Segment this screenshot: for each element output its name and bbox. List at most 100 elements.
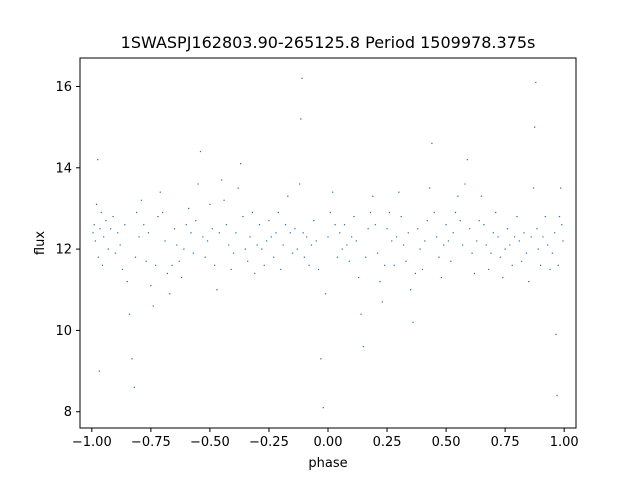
- data-point: [100, 211, 102, 214]
- data-point: [542, 236, 544, 238]
- data-point: [258, 224, 261, 226]
- data-point: [242, 215, 244, 218]
- data-point: [530, 236, 532, 238]
- data-point: [372, 195, 374, 197]
- data-point: [221, 179, 223, 181]
- data-point: [320, 358, 322, 360]
- y-tick-label: 10: [55, 324, 72, 339]
- data-point: [490, 252, 492, 254]
- data-point: [473, 272, 476, 275]
- data-point: [152, 305, 154, 307]
- data-point: [376, 252, 379, 254]
- data-point: [454, 211, 457, 214]
- data-point: [402, 244, 405, 246]
- data-point: [523, 232, 525, 234]
- data-point: [438, 256, 440, 258]
- data-point: [97, 158, 99, 161]
- data-point: [131, 358, 133, 360]
- data-point: [176, 244, 178, 246]
- data-point: [495, 211, 497, 214]
- data-point: [339, 232, 341, 234]
- data-point: [532, 187, 535, 189]
- y-axis-label: flux: [33, 231, 48, 255]
- data-point: [296, 248, 298, 250]
- data-point: [487, 268, 490, 271]
- x-axis-label: phase: [308, 456, 347, 471]
- data-point: [171, 264, 173, 267]
- data-point: [528, 280, 530, 283]
- data-point: [291, 252, 294, 254]
- data-point: [539, 264, 542, 267]
- data-point: [119, 244, 121, 246]
- data-point: [426, 219, 428, 222]
- data-point: [211, 228, 213, 230]
- data-point: [202, 236, 204, 238]
- data-point: [511, 264, 513, 267]
- data-point: [383, 264, 386, 267]
- data-point: [112, 215, 114, 218]
- data-point: [414, 272, 417, 275]
- data-point: [450, 260, 452, 262]
- data-point: [369, 211, 372, 214]
- data-point: [244, 248, 247, 250]
- data-point: [447, 240, 450, 242]
- data-point: [544, 215, 546, 218]
- data-point: [379, 280, 381, 283]
- data-point: [400, 215, 402, 218]
- data-point: [138, 236, 140, 238]
- data-point: [374, 224, 376, 226]
- data-point: [443, 244, 445, 246]
- data-point: [561, 224, 563, 226]
- data-point: [435, 236, 438, 238]
- data-point: [483, 224, 485, 226]
- data-point: [209, 203, 211, 206]
- data-point: [183, 248, 185, 250]
- data-point: [93, 224, 95, 226]
- data-point: [336, 256, 339, 258]
- data-point: [469, 228, 471, 230]
- x-tick-label: −0.50: [190, 435, 230, 450]
- y-tick-label: 14: [55, 161, 72, 176]
- data-point: [395, 236, 398, 238]
- data-point: [480, 195, 483, 197]
- data-point: [192, 252, 195, 254]
- data-point: [506, 228, 509, 230]
- data-point: [254, 272, 256, 275]
- data-point: [180, 276, 183, 279]
- data-point: [97, 256, 100, 258]
- x-tick-label: 0.75: [491, 435, 520, 450]
- data-point: [317, 268, 320, 271]
- data-point: [185, 224, 187, 226]
- data-point: [365, 256, 367, 258]
- data-point: [195, 219, 197, 222]
- data-point: [190, 232, 192, 234]
- data-point: [546, 244, 549, 246]
- data-point: [457, 195, 459, 197]
- data-point: [428, 187, 431, 189]
- data-point: [121, 268, 124, 271]
- x-tick-label: 1.00: [550, 435, 579, 450]
- data-point: [452, 232, 454, 234]
- data-point: [128, 313, 131, 315]
- data-point: [239, 163, 242, 165]
- data-point: [94, 240, 97, 242]
- data-point: [346, 244, 348, 246]
- data-point: [228, 244, 230, 246]
- data-point: [409, 289, 412, 291]
- data-point: [289, 232, 291, 234]
- data-point: [358, 276, 360, 279]
- data-point: [562, 240, 564, 242]
- y-tick-label: 12: [55, 243, 72, 258]
- data-point: [393, 264, 395, 267]
- data-point: [388, 211, 391, 214]
- data-point: [445, 224, 447, 226]
- data-point: [520, 260, 523, 262]
- data-point: [282, 244, 284, 246]
- data-point: [164, 240, 166, 242]
- data-point: [516, 215, 518, 218]
- data-point: [466, 158, 469, 161]
- data-point: [559, 187, 562, 189]
- data-point: [134, 256, 137, 258]
- data-point: [204, 256, 206, 258]
- data-point: [133, 386, 136, 389]
